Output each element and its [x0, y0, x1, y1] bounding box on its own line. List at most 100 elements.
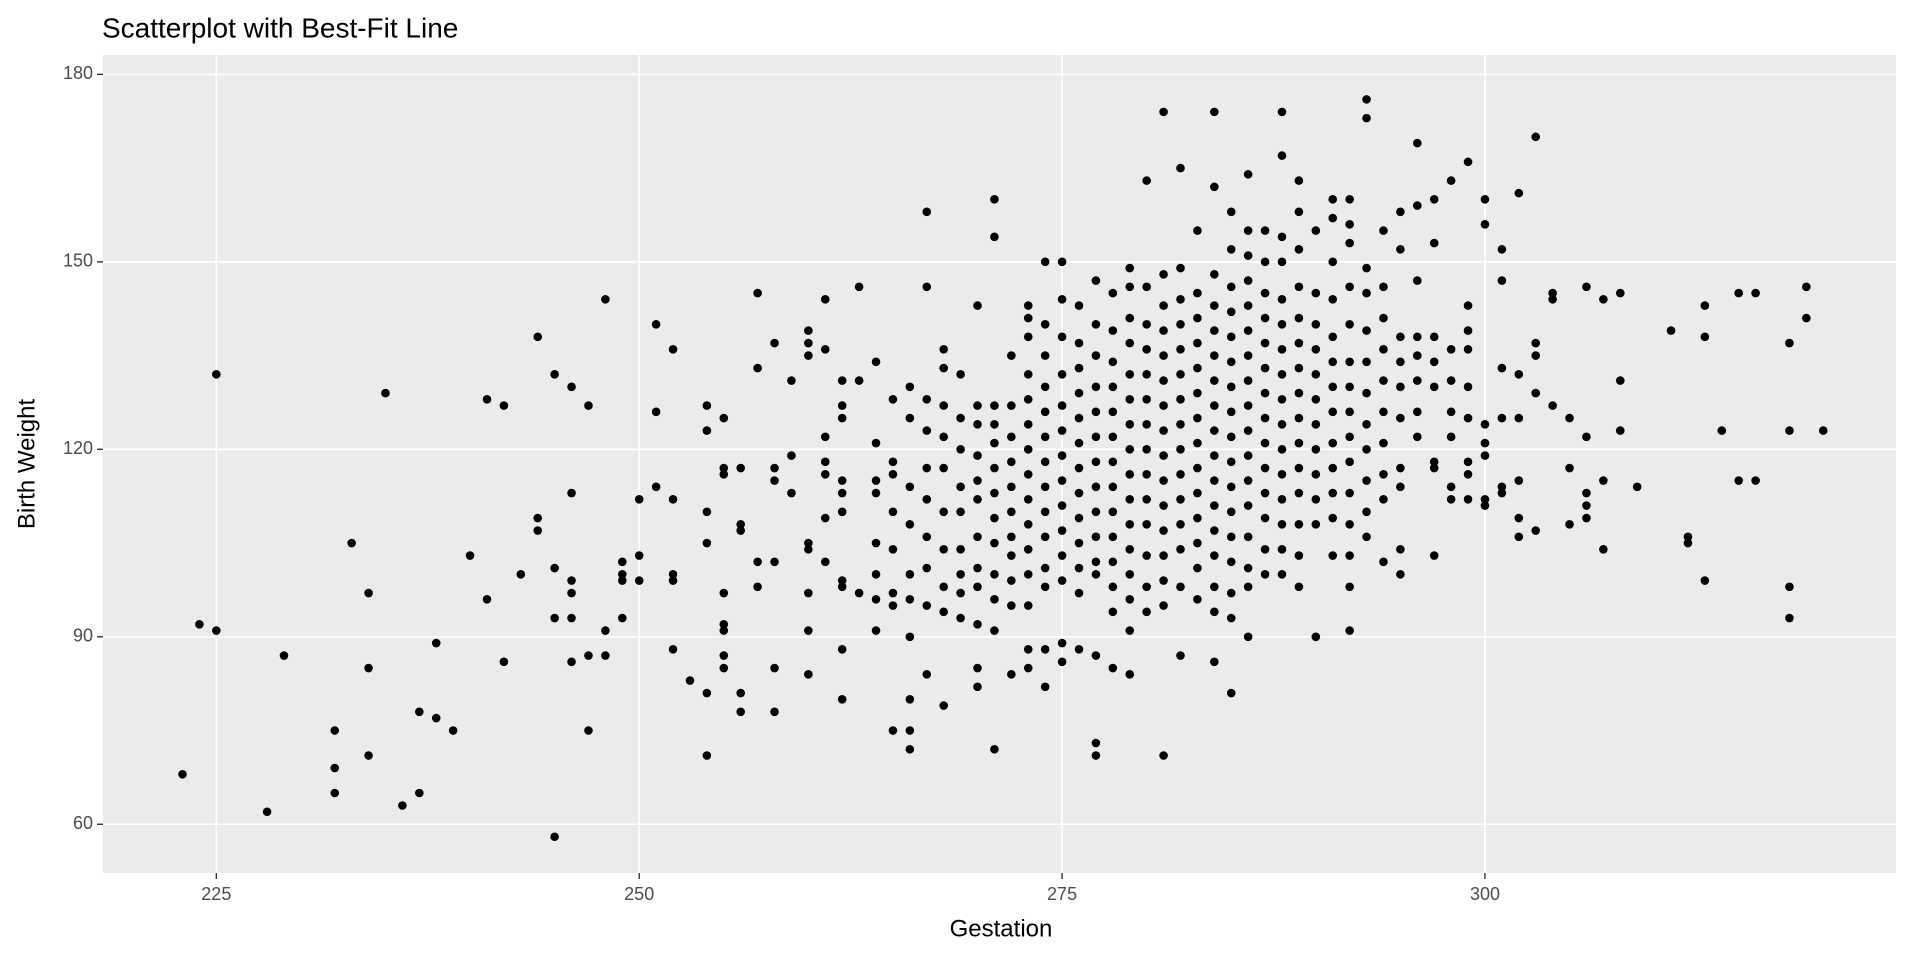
- point: [1108, 382, 1118, 392]
- point: [1311, 288, 1321, 298]
- point: [499, 657, 509, 667]
- point: [1210, 551, 1219, 560]
- point: [990, 420, 999, 429]
- point: [1294, 413, 1304, 423]
- point: [1446, 495, 1456, 504]
- point: [1379, 226, 1388, 235]
- point: [617, 557, 627, 567]
- point: [1142, 470, 1151, 479]
- points: [178, 95, 1828, 842]
- point: [1396, 382, 1405, 392]
- point: [1480, 420, 1490, 429]
- point: [1802, 282, 1811, 292]
- point: [1463, 413, 1473, 423]
- point: [1193, 363, 1202, 373]
- point: [702, 538, 712, 548]
- point: [1210, 426, 1219, 435]
- point: [1142, 420, 1151, 429]
- point: [668, 576, 678, 585]
- point: [820, 457, 830, 467]
- point: [888, 726, 898, 735]
- point: [1243, 501, 1253, 510]
- point: [1040, 482, 1050, 492]
- point: [1159, 526, 1168, 535]
- point: [1040, 507, 1050, 517]
- point: [1413, 138, 1422, 148]
- point: [854, 282, 864, 292]
- point: [1413, 332, 1422, 342]
- point: [922, 395, 932, 404]
- point: [1074, 438, 1084, 448]
- point: [1226, 207, 1236, 217]
- point: [719, 463, 729, 473]
- point: [1565, 520, 1574, 529]
- point: [736, 688, 745, 698]
- point: [1125, 395, 1135, 404]
- point: [1294, 313, 1304, 323]
- point: [1345, 382, 1354, 392]
- point: [956, 613, 965, 623]
- point: [1446, 376, 1456, 385]
- point: [837, 401, 847, 410]
- point: [1413, 407, 1422, 417]
- point: [1446, 176, 1456, 185]
- point: [753, 582, 762, 592]
- point: [1074, 463, 1084, 473]
- point: [651, 320, 661, 329]
- point: [1091, 532, 1101, 542]
- point: [1125, 282, 1135, 292]
- point: [1159, 501, 1168, 510]
- point: [1142, 320, 1151, 329]
- point: [1463, 345, 1473, 354]
- point: [820, 557, 830, 567]
- point: [617, 569, 627, 579]
- point: [1057, 476, 1067, 485]
- point: [1125, 370, 1135, 379]
- point: [1429, 457, 1439, 467]
- point: [1379, 313, 1388, 323]
- point: [1040, 382, 1050, 392]
- point: [1243, 276, 1253, 285]
- point: [1023, 301, 1033, 310]
- point: [1243, 226, 1253, 235]
- point: [888, 507, 898, 517]
- point: [482, 594, 492, 604]
- point: [973, 663, 982, 673]
- point: [1615, 376, 1625, 385]
- point: [1785, 338, 1794, 348]
- point: [1548, 401, 1557, 410]
- point: [1328, 551, 1338, 560]
- point: [1277, 320, 1287, 329]
- point: [888, 470, 898, 479]
- point: [854, 376, 864, 385]
- point: [1260, 363, 1270, 373]
- plot-panel: [103, 55, 1896, 873]
- point: [1379, 407, 1388, 417]
- point: [1582, 501, 1591, 510]
- point: [1023, 644, 1033, 654]
- point: [837, 476, 847, 485]
- point: [1226, 557, 1236, 567]
- point: [770, 707, 779, 717]
- point: [1683, 538, 1693, 548]
- point: [787, 488, 796, 498]
- point: [398, 801, 407, 810]
- point: [804, 338, 813, 348]
- point: [1345, 320, 1354, 329]
- point: [905, 382, 915, 392]
- point: [837, 644, 847, 654]
- point: [888, 395, 898, 404]
- point: [1193, 563, 1202, 573]
- point: [567, 657, 576, 667]
- point: [1007, 532, 1016, 542]
- point: [1700, 332, 1710, 342]
- point: [1446, 345, 1456, 354]
- point: [1396, 357, 1405, 367]
- point: [1243, 401, 1253, 410]
- point: [1040, 407, 1050, 417]
- point: [1362, 388, 1371, 398]
- point: [1396, 482, 1405, 492]
- point: [702, 688, 712, 698]
- point: [990, 195, 999, 204]
- point: [1345, 407, 1354, 417]
